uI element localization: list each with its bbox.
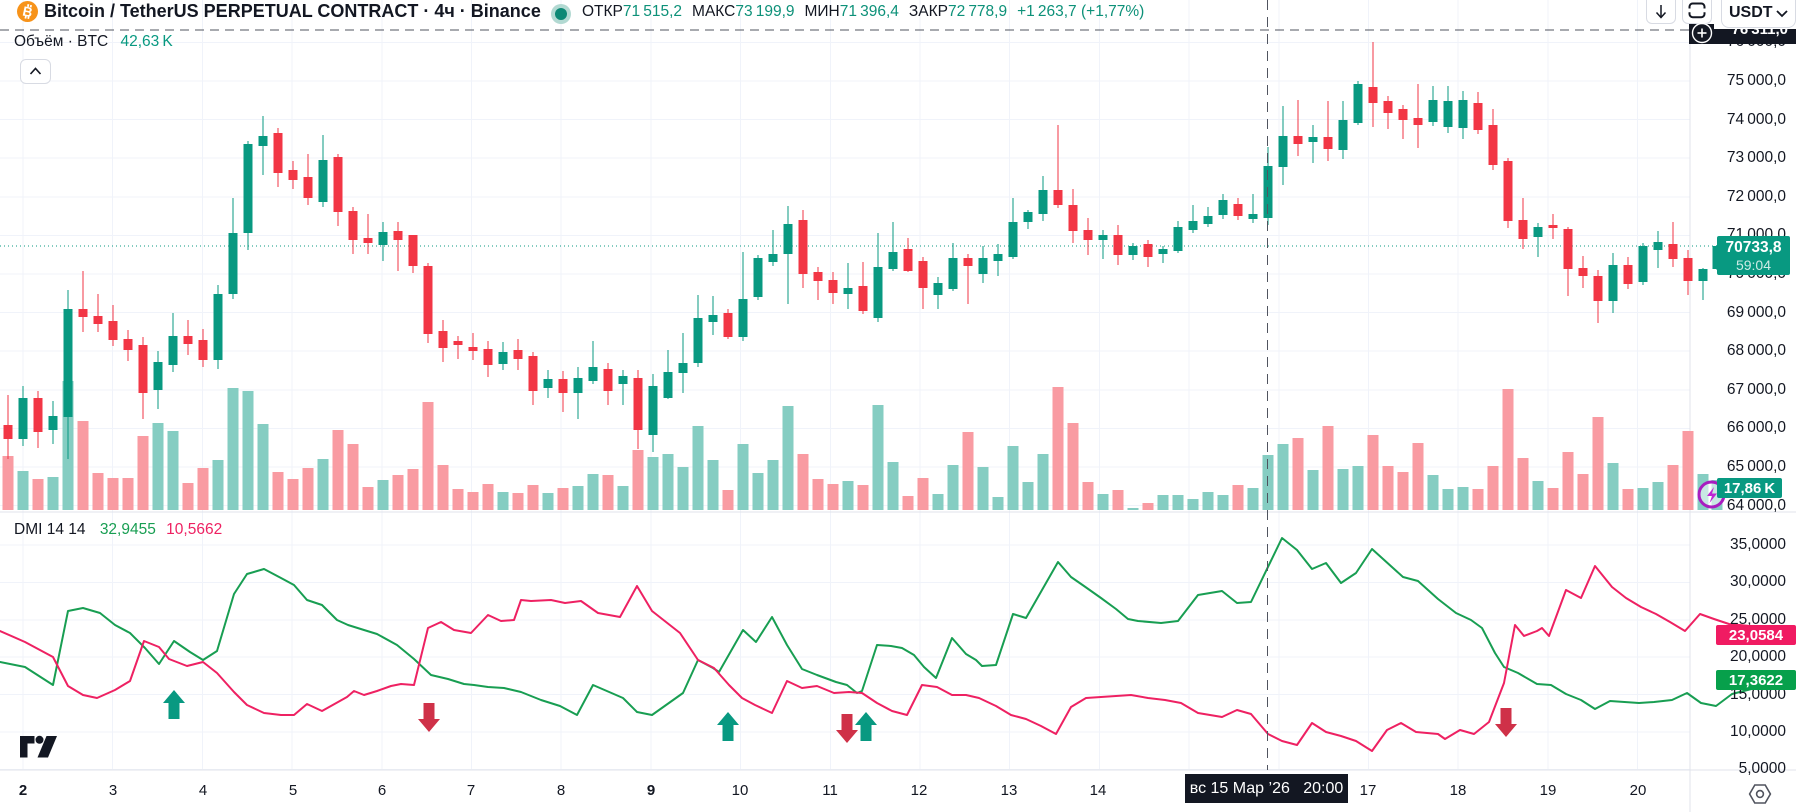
svg-text:B: B: [21, 4, 34, 21]
